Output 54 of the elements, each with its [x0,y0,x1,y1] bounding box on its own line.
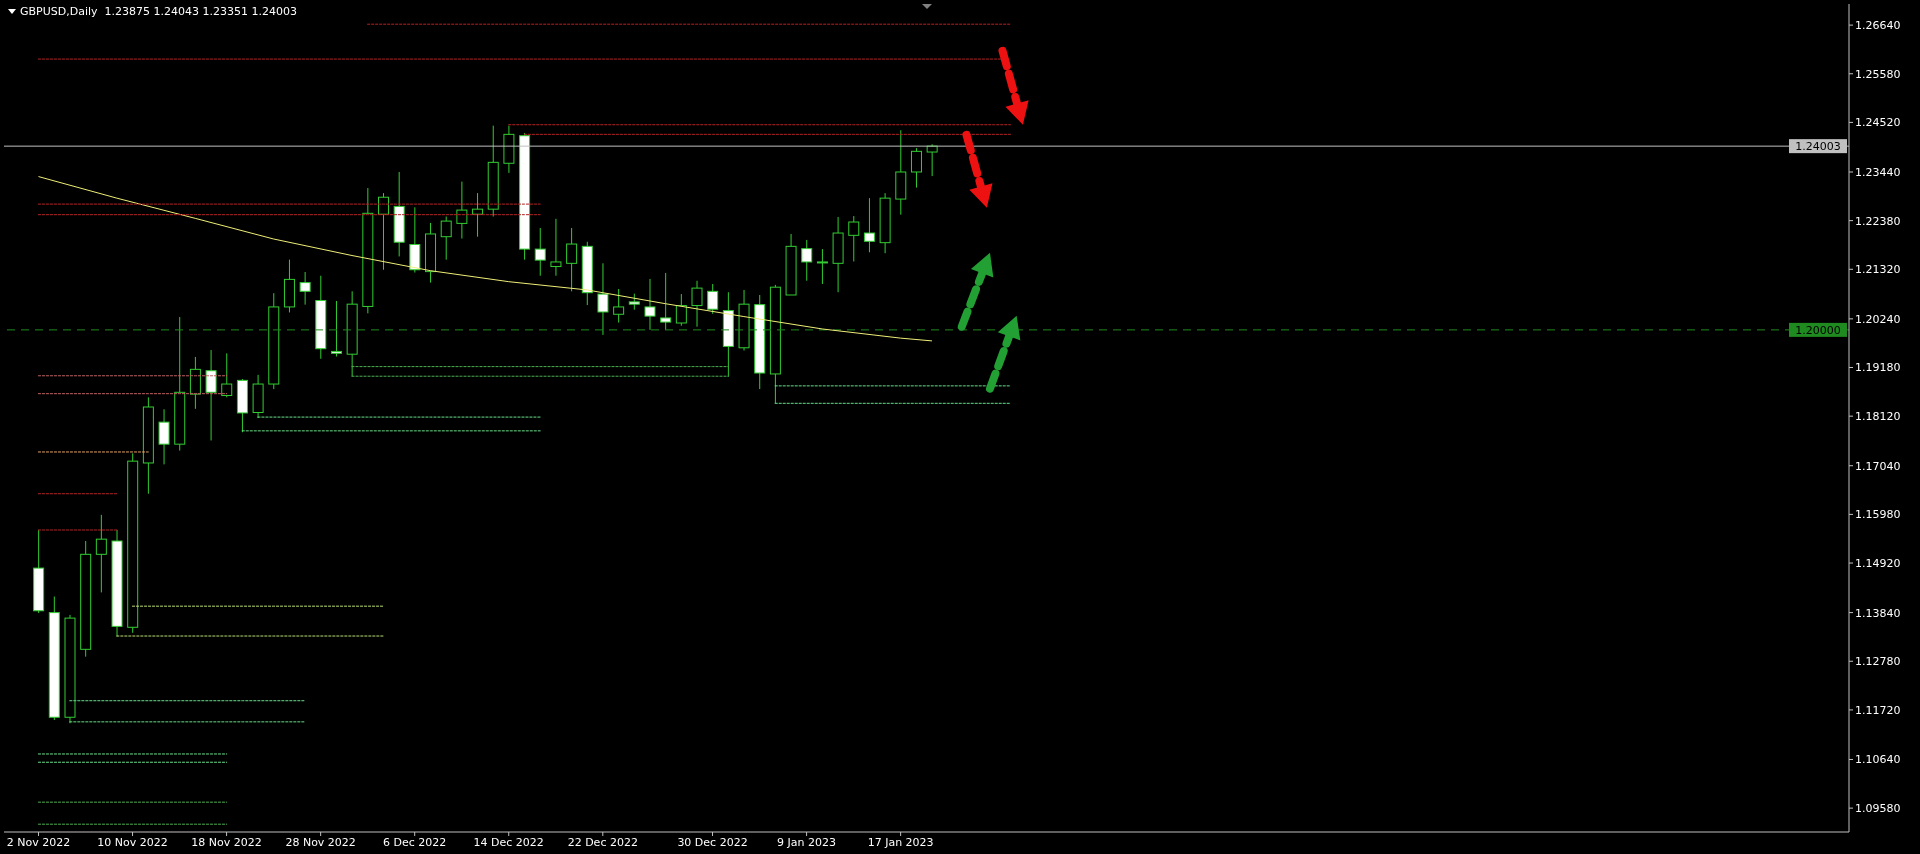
candlestick [707,283,719,315]
candlestick [848,215,860,262]
y-tick-label: 1.10640 [1855,753,1901,767]
candlestick [534,227,546,277]
candlestick [691,280,703,328]
y-tick-label: 1.09580 [1855,802,1901,816]
ref-line-label: 1.24003 [1795,140,1841,154]
y-tick-label: 1.14920 [1855,556,1901,570]
candlestick [644,278,656,331]
candlestick [440,216,452,261]
y-tick-label: 1.20240 [1855,312,1901,326]
y-tick-label: 1.24520 [1855,116,1901,130]
y-tick-label: 1.18120 [1855,410,1901,424]
y-tick-label: 1.19180 [1855,361,1901,375]
ref-line-label: 1.20000 [1795,323,1841,337]
y-tick-label: 1.22380 [1855,214,1901,228]
candlestick [299,271,311,306]
candlestick [550,218,562,277]
x-tick-label: 17 Jan 2023 [867,835,934,849]
candlestick [801,239,813,282]
chart-title: GBPUSD,Daily 1.23875 1.24043 1.23351 1.24003 [20,5,297,18]
candlestick [597,262,609,336]
x-tick-label: 28 Nov 2022 [285,835,356,849]
x-tick-label: 9 Jan 2023 [777,835,837,849]
candlestick [910,147,922,189]
y-tick-label: 1.25580 [1855,67,1901,81]
x-tick-label: 30 Dec 2022 [677,835,748,849]
line-series [37,176,933,342]
candlestick [675,293,687,327]
y-tick-label: 1.23440 [1855,165,1901,179]
candlestick [330,300,342,357]
candlestick [221,352,233,398]
y-tick-label: 1.12780 [1855,655,1901,669]
x-tick-label: 22 Dec 2022 [567,835,638,849]
y-tick-label: 1.11720 [1855,703,1901,717]
candlestick [613,288,625,324]
candlestick [205,349,217,441]
x-tick-label: 6 Dec 2022 [383,835,447,849]
y-tick-label: 1.21320 [1855,263,1901,277]
y-tick-label: 1.26640 [1855,19,1901,33]
y-tick-label: 1.15980 [1855,508,1901,522]
x-tick-label: 14 Dec 2022 [473,835,544,849]
y-tick-label: 1.17040 [1855,459,1901,473]
candlestick [158,408,170,465]
candlestick [816,248,828,285]
x-tick-label: 2 Nov 2022 [6,835,71,849]
candlestick [660,272,672,331]
candlestick [863,197,875,253]
candlestick [95,514,107,593]
candlestick [456,181,468,240]
x-tick-label: 18 Nov 2022 [191,835,262,849]
x-tick-label: 10 Nov 2022 [97,835,168,849]
candlestick [566,227,578,292]
y-tick-label: 1.13840 [1855,606,1901,620]
